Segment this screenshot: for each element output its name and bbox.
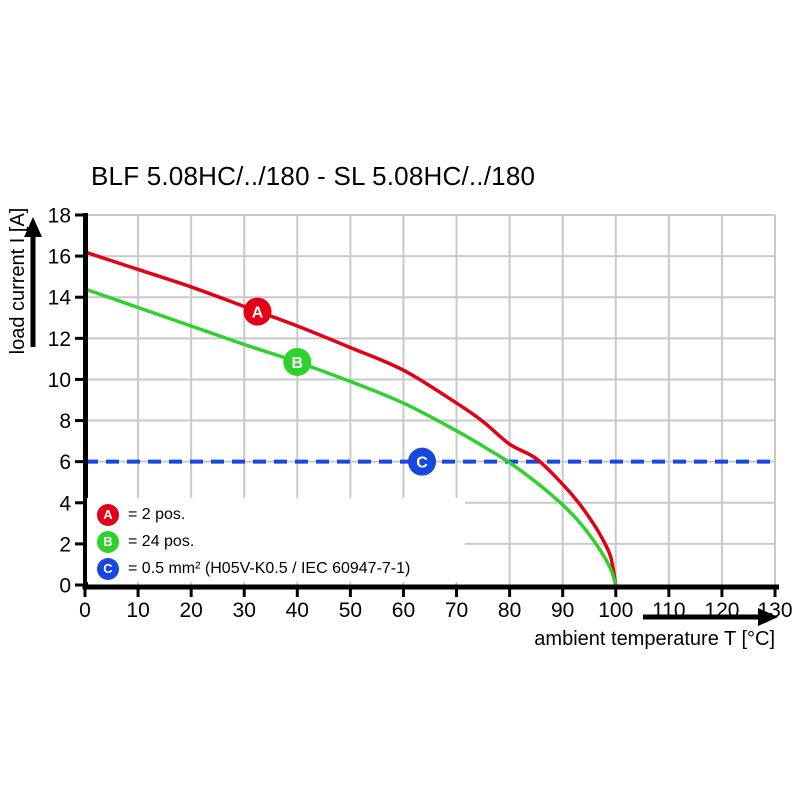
x-axis-label: ambient temperature T [°C] — [534, 628, 775, 650]
marker-c-letter: C — [416, 455, 428, 472]
x-axis-arrow-head-icon — [758, 608, 778, 626]
legend-marker-a-letter: A — [103, 507, 113, 522]
x-tick-label: 10 — [126, 599, 149, 622]
marker-a-letter: A — [252, 305, 264, 322]
chart-title: BLF 5.08HC/../180 - SL 5.08HC/../180 — [91, 161, 536, 191]
legend-marker-b-icon: B — [97, 530, 119, 553]
marker-c-icon — [408, 447, 437, 476]
y-tick-label: 16 — [48, 246, 71, 269]
legend-marker-c-icon: C — [97, 557, 119, 580]
y-tick-label: 12 — [48, 328, 71, 351]
curve-b — [84, 287, 618, 586]
y-tick-label: 10 — [48, 369, 71, 392]
x-tick-label: 100 — [598, 599, 633, 622]
legend-item-c: C = 0.5 mm² (H05V-K0.5 / IEC 60947-7-1) — [97, 555, 465, 582]
legend-label-a: = 2 pos. — [128, 505, 186, 523]
curve-a — [84, 250, 618, 586]
x-tick-label: 90 — [551, 599, 574, 622]
x-tick-label: 20 — [179, 599, 202, 622]
x-tick-label: 80 — [498, 599, 521, 622]
y-tick-label: 14 — [48, 287, 72, 310]
legend-item-b: B = 24 pos. — [97, 528, 465, 555]
x-tick-label: 50 — [339, 599, 362, 622]
legend-item-a: A = 2 pos. — [97, 501, 465, 528]
x-tick-label: 40 — [286, 599, 309, 622]
legend-label-b: = 24 pos. — [128, 532, 195, 550]
y-tick-label: 0 — [59, 575, 71, 598]
x-tick-label: 60 — [392, 599, 415, 622]
marker-b-letter: B — [292, 355, 304, 372]
y-axis-arrow-head-icon — [24, 217, 42, 237]
marker-a-icon — [243, 297, 272, 326]
y-tick-label: 6 — [59, 451, 71, 474]
x-tick-label: 30 — [233, 599, 256, 622]
y-tick-label: 18 — [48, 205, 71, 228]
legend-label-c: = 0.5 mm² (H05V-K0.5 / IEC 60947-7-1) — [128, 559, 411, 577]
y-tick-label: 2 — [59, 533, 71, 556]
legend-marker-a-icon: A — [97, 503, 119, 526]
y-tick-label: 8 — [59, 410, 71, 433]
y-axis-label: load current I [A] — [7, 207, 29, 355]
x-tick-label: 0 — [79, 599, 91, 622]
legend-marker-c-letter: C — [103, 561, 113, 576]
chart-legend: A = 2 pos. B = 24 pos. C = 0.5 mm² (H05V… — [87, 498, 465, 582]
y-tick-label: 4 — [59, 492, 71, 515]
legend-marker-b-letter: B — [103, 534, 113, 549]
x-tick-label: 70 — [445, 599, 468, 622]
marker-b-icon — [283, 347, 312, 376]
